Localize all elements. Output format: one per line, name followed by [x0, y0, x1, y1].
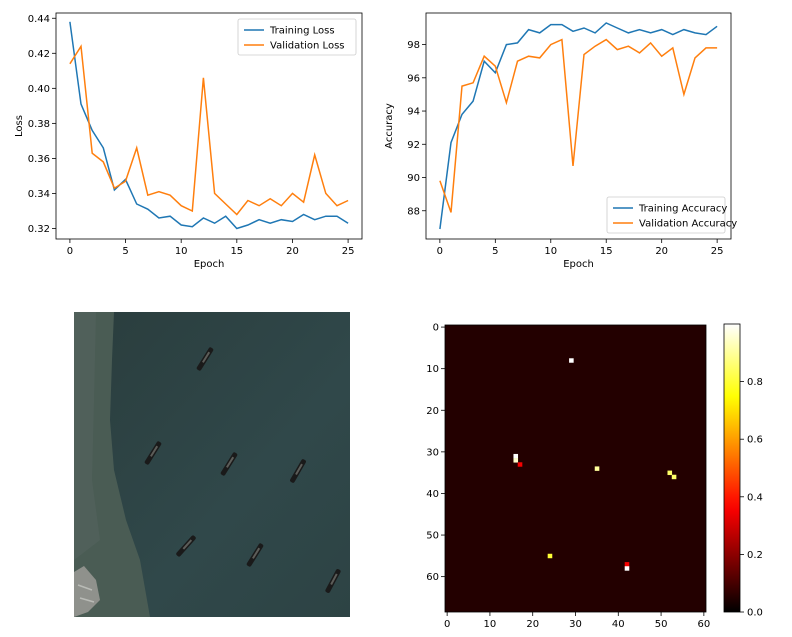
- heatmap-cell: [569, 358, 574, 363]
- heatmap-xtick-label: 60: [697, 619, 710, 630]
- heatmap-cell: [517, 462, 523, 467]
- loss-ytick-label: 0.44: [28, 14, 50, 25]
- loss-legend-box: [237, 18, 357, 56]
- accuracy-xtick-label: 15: [600, 246, 613, 257]
- accuracy-xlabel: Epoch: [563, 259, 594, 270]
- heatmap-ytick-label: 40: [426, 489, 439, 500]
- accuracy-ytick-label: 92: [407, 140, 420, 151]
- loss-legend: Training Loss Validation Loss: [237, 18, 357, 56]
- heatmap-cell: [594, 466, 600, 471]
- heatmap-xtick-label: 10: [484, 619, 497, 630]
- colorbar-tick-label: 0.0: [747, 608, 763, 619]
- heatmap-background: [445, 325, 706, 612]
- loss-xtick-label: 20: [286, 246, 299, 257]
- accuracy-chart: 0 5 10 15 20 25 88 90 92 94 96 98 Epoch Accuracy Train…: [384, 12, 737, 270]
- heatmap-ytick-label: 30: [426, 447, 439, 458]
- heatmap-cell: [624, 566, 630, 571]
- heatmap-xtick-label: 20: [526, 619, 539, 630]
- loss-ytick-label: 0.34: [28, 189, 50, 200]
- colorbar-tick-label: 0.2: [747, 550, 763, 561]
- heatmap-ytick-label: 50: [426, 531, 439, 542]
- accuracy-xtick-label: 10: [544, 246, 557, 257]
- loss-legend-label-0: Training Loss: [269, 26, 335, 37]
- accuracy-series-line-0: [439, 22, 718, 230]
- loss-ytick-label: 0.32: [28, 224, 50, 235]
- accuracy-xtick-label: 5: [492, 246, 498, 257]
- loss-ytick-label: 0.38: [28, 119, 50, 130]
- accuracy-legend-box: [606, 196, 726, 234]
- accuracy-ytick-label: 94: [407, 107, 420, 118]
- loss-series-line-0: [69, 21, 349, 230]
- loss-ytick-label: 0.42: [28, 49, 50, 60]
- heatmap-xtick-label: 40: [612, 619, 625, 630]
- heatmap-cell: [513, 458, 519, 463]
- heatmap-cell: [671, 474, 677, 480]
- aerial-ship-deck: [202, 351, 211, 363]
- accuracy-ytick-label: 90: [407, 173, 420, 184]
- loss-ytick-label: 0.40: [28, 84, 50, 95]
- accuracy-ytick-label: 88: [407, 206, 420, 217]
- accuracy-ylabel: Accuracy: [384, 103, 395, 149]
- loss-series-line-1: [69, 44, 349, 216]
- accuracy-axes-frame: [425, 12, 732, 240]
- aerial-ship-deck: [226, 456, 235, 468]
- colorbar-tick-label: 0.8: [747, 377, 763, 388]
- loss-xlabel: Epoch: [194, 259, 225, 270]
- loss-xtick-label: 15: [230, 246, 243, 257]
- accuracy-legend-label-1: Validation Accuracy: [639, 219, 737, 230]
- aerial-ship-deck: [252, 547, 261, 559]
- accuracy-xtick-label: 20: [655, 246, 668, 257]
- heatmap-xtick-label: 30: [569, 619, 582, 630]
- heatmap-ytick-label: 0: [433, 323, 439, 334]
- aerial-dock-detail: [77, 584, 95, 603]
- detection-heatmap: 0 10 20 30 40 50 60 0 10 20 30 40 50 60 0.0 0.2 0.4 0.6 0.…: [426, 323, 763, 630]
- heatmap-cell: [513, 453, 519, 459]
- aerial-ship-deck: [150, 445, 159, 457]
- colorbar-tick-label: 0.4: [747, 492, 763, 503]
- accuracy-xtick-label: 25: [711, 246, 724, 257]
- loss-xtick-label: 10: [175, 246, 188, 257]
- accuracy-ytick-label: 96: [407, 73, 420, 84]
- loss-ytick-label: 0.36: [28, 154, 50, 165]
- loss-xtick-label: 0: [67, 246, 73, 257]
- accuracy-legend-label-0: Training Accuracy: [638, 204, 727, 215]
- aerial-ship-image: [74, 312, 350, 617]
- heatmap-xtick-label: 0: [444, 619, 450, 630]
- aerial-ship-deck: [295, 463, 303, 475]
- loss-ylabel: Loss: [14, 115, 25, 137]
- heatmap-ytick-label: 10: [426, 364, 439, 375]
- heatmap-cell: [547, 553, 553, 559]
- aerial-land-shade: [74, 312, 100, 560]
- accuracy-legend: Training Accuracy Validation Accuracy: [606, 196, 737, 234]
- loss-legend-label-1: Validation Loss: [270, 41, 345, 52]
- accuracy-ytick-label: 98: [407, 40, 420, 51]
- heatmap-cell: [624, 562, 630, 567]
- aerial-ship-deck: [330, 573, 338, 586]
- loss-xtick-label: 25: [342, 246, 355, 257]
- heatmap-cell: [667, 470, 673, 476]
- heatmap-xtick-label: 50: [655, 619, 668, 630]
- colorbar: [723, 323, 741, 613]
- accuracy-xtick-label: 0: [437, 246, 443, 257]
- heatmap-ytick-label: 60: [426, 572, 439, 583]
- colorbar-tick-label: 0.6: [747, 435, 763, 446]
- aerial-ship-deck: [182, 539, 193, 550]
- loss-axes-frame: [55, 12, 363, 240]
- heatmap-ytick-label: 20: [426, 406, 439, 417]
- aerial-dock: [74, 566, 100, 617]
- loss-chart: 0 5 10 15 20 25 0.32 0.34 0.36 0.38 0.40 0.42 0.44 Ep…: [14, 12, 363, 270]
- loss-xtick-label: 5: [122, 246, 128, 257]
- accuracy-series-line-1: [439, 38, 718, 213]
